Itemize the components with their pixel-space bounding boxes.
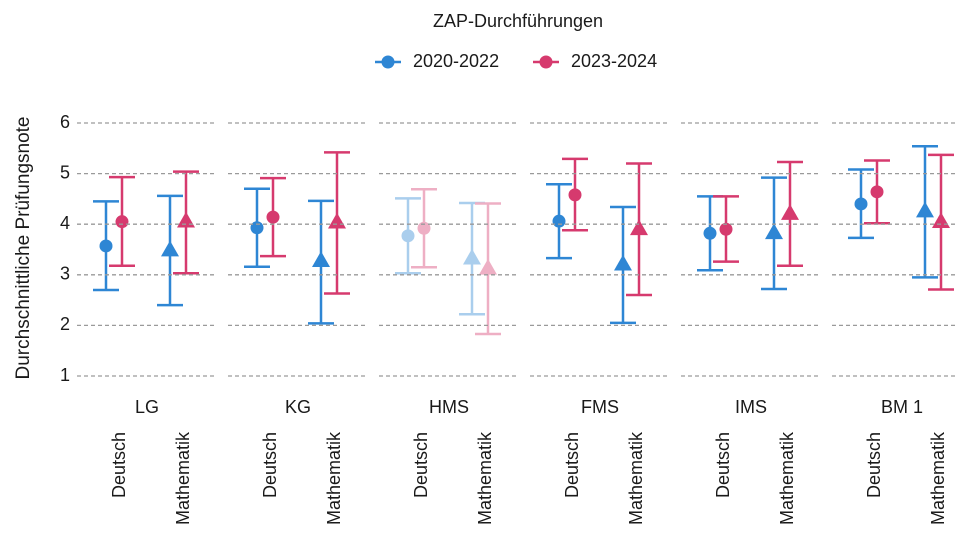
y-tick-label: 1	[60, 365, 70, 385]
x-tick-label: Deutsch	[411, 432, 431, 498]
circle-marker	[115, 215, 129, 229]
triangle-marker	[479, 258, 497, 275]
circle-marker	[568, 188, 582, 202]
x-tick-label: Deutsch	[713, 432, 733, 498]
facet-label: LG	[135, 397, 159, 417]
y-axis-label: Durchschnittliche Prüfungsnote	[13, 117, 34, 380]
triangle-marker	[916, 201, 934, 218]
legend-label: 2020-2022	[413, 51, 499, 71]
x-tick-label: Mathematik	[626, 431, 646, 525]
x-tick-label: Deutsch	[562, 432, 582, 498]
x-tick-label: Mathematik	[173, 431, 193, 525]
facet-label: FMS	[581, 397, 619, 417]
circle-marker	[99, 239, 113, 253]
circle-marker	[552, 214, 566, 228]
circle-marker	[417, 221, 431, 235]
triangle-marker	[765, 223, 783, 240]
facet-panel	[395, 188, 501, 336]
facet-panel	[93, 170, 199, 307]
x-tick-label: Mathematik	[928, 431, 948, 525]
triangle-marker	[630, 219, 648, 236]
triangle-marker	[614, 254, 632, 271]
legend-marker	[539, 55, 553, 69]
y-tick-label: 2	[60, 314, 70, 334]
y-tick-label: 6	[60, 112, 70, 132]
y-tick-label: 4	[60, 213, 70, 233]
x-tick-label: Mathematik	[324, 431, 344, 525]
circle-marker	[703, 226, 717, 240]
legend-title: ZAP-Durchführungen	[433, 11, 603, 31]
triangle-marker	[463, 248, 481, 265]
facet-label: BM 1	[881, 397, 923, 417]
facet-label: KG	[285, 397, 311, 417]
circle-marker	[870, 185, 884, 199]
triangle-marker	[161, 240, 179, 257]
circle-marker	[266, 210, 280, 224]
circle-marker	[719, 222, 733, 236]
legend-marker	[381, 55, 395, 69]
triangle-marker	[781, 204, 799, 220]
circle-marker	[401, 229, 415, 243]
facet-label: IMS	[735, 397, 767, 417]
facet-panel	[244, 151, 350, 325]
facet-label: HMS	[429, 397, 469, 417]
triangle-marker	[932, 212, 950, 229]
circle-marker	[250, 221, 264, 235]
x-tick-label: Deutsch	[260, 432, 280, 498]
y-tick-label: 5	[60, 162, 70, 182]
triangle-marker	[177, 211, 195, 228]
y-tick-label: 3	[60, 264, 70, 284]
x-tick-label: Deutsch	[109, 432, 129, 498]
x-tick-label: Mathematik	[777, 431, 797, 525]
triangle-marker	[328, 212, 346, 229]
x-tick-label: Deutsch	[864, 432, 884, 498]
facet-panel	[848, 145, 954, 291]
facet-panel	[697, 160, 803, 291]
facet-panel	[546, 157, 652, 325]
triangle-marker	[312, 251, 330, 267]
x-tick-label: Mathematik	[475, 431, 495, 525]
circle-marker	[854, 197, 868, 211]
legend-label: 2023-2024	[571, 51, 657, 71]
